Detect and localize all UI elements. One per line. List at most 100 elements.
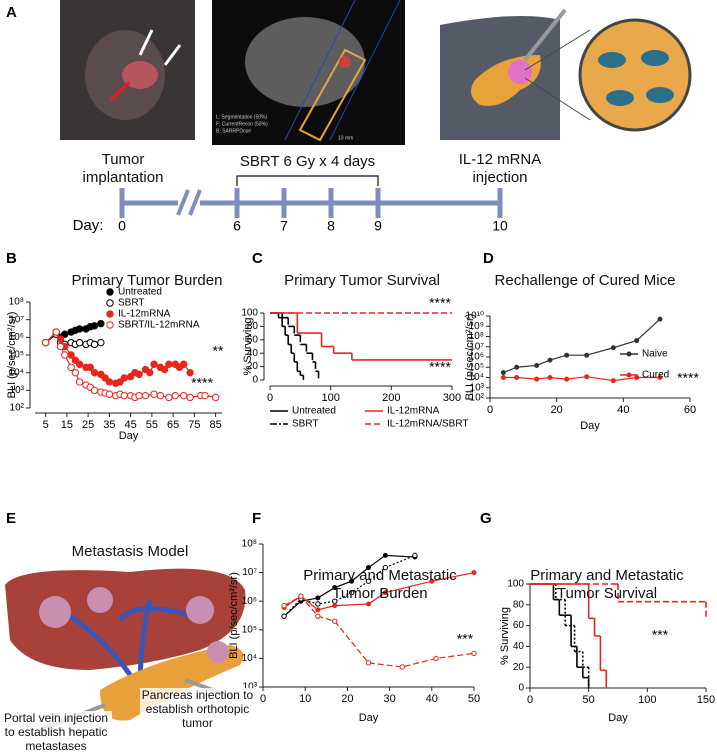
x-tick-label: 10	[299, 693, 311, 705]
x-tick-label: 40	[426, 693, 438, 705]
y-axis-label: % Surviving	[242, 317, 254, 375]
marker	[180, 391, 188, 400]
liver	[5, 568, 246, 670]
bracket	[236, 175, 379, 186]
x-tick-label: 30	[383, 693, 395, 705]
y-tick-label: 10⁹	[469, 321, 484, 332]
marker	[433, 655, 439, 662]
x-tick-label: 25	[82, 419, 94, 431]
marker	[471, 650, 477, 657]
marker	[120, 374, 128, 382]
x-tick-label: 100	[321, 392, 339, 404]
x-tick-label: 0	[527, 694, 533, 706]
y-tick-label: 20	[247, 361, 259, 372]
marker	[332, 603, 338, 609]
marker	[61, 351, 69, 359]
marker	[634, 375, 640, 380]
x-tick-label: 75	[188, 419, 200, 431]
marker	[120, 391, 128, 400]
ct-beam	[284, 0, 401, 141]
marker	[105, 390, 114, 398]
marker	[366, 601, 371, 607]
tumor	[508, 60, 532, 84]
marker	[534, 376, 540, 382]
series-line	[283, 554, 415, 617]
marker	[332, 618, 338, 624]
metastasis	[186, 596, 214, 624]
mrna	[606, 90, 634, 106]
marker	[365, 660, 372, 666]
day: 9	[374, 218, 382, 234]
marker	[135, 391, 143, 400]
y-tick-label: 60	[247, 334, 259, 345]
y-axis-label: % Surviving	[499, 607, 511, 665]
y-tick-label: 10²	[470, 393, 485, 404]
event-label: IL-12 mRNA injection	[458, 151, 542, 186]
marker	[135, 370, 143, 379]
marker	[564, 352, 570, 358]
marker	[67, 363, 75, 372]
marker	[412, 552, 418, 559]
marker	[514, 364, 520, 370]
marker	[41, 338, 50, 347]
x-tick-label: 0	[267, 392, 273, 404]
legend-label: Naive	[642, 349, 668, 360]
x-tick-label: 60	[684, 404, 696, 416]
x-tick-label: 15	[61, 419, 73, 431]
legend-label: Cured	[642, 370, 669, 381]
marker	[657, 316, 663, 322]
photo-detail	[122, 61, 158, 89]
x-tick-label: 35	[103, 419, 115, 431]
marker	[547, 357, 553, 363]
ct-tumor	[339, 56, 351, 68]
x-tick-label: 150	[697, 694, 715, 706]
marker	[348, 589, 355, 596]
marker	[165, 360, 173, 368]
timeline-break	[176, 189, 202, 216]
marker	[165, 393, 173, 402]
marker	[429, 578, 435, 584]
significance: ****	[429, 359, 451, 375]
x-axis-label: Day	[580, 420, 600, 432]
y-tick-label: 100	[507, 579, 524, 590]
legend-label: Untreated	[118, 287, 162, 298]
event-label: SBRT 6 Gy x 4 days	[239, 153, 376, 170]
y-axis-label: BLI (p/sec/cm²/sr)	[228, 572, 240, 659]
y-axis-label: BLI (p/sec/cm²/sr)	[464, 314, 476, 401]
y-tick-label: 10³	[243, 682, 258, 693]
y-tick-label: 10⁷	[9, 314, 24, 325]
x-tick-label: 50	[468, 693, 480, 705]
marker	[382, 564, 389, 571]
y-tick-label: 10³	[470, 382, 485, 393]
significance: ****	[191, 375, 213, 391]
marker	[610, 345, 616, 351]
marker	[186, 368, 194, 377]
x-tick-label: 20	[551, 404, 563, 416]
legend-marker	[626, 351, 632, 357]
panel-label: F	[252, 510, 262, 527]
marker	[211, 393, 220, 402]
marker	[657, 375, 663, 380]
x-tick-label: 85	[210, 419, 222, 431]
marker	[146, 368, 154, 377]
ct-scale: 10 mm	[338, 135, 353, 141]
marker	[160, 365, 169, 374]
y-tick-label: 10⁴	[9, 367, 24, 378]
legend-marker	[106, 288, 114, 296]
marker	[201, 391, 209, 400]
marker	[547, 375, 553, 380]
marker	[365, 578, 372, 584]
legend-label: IL-12mRNA	[387, 406, 440, 417]
metastasis	[87, 587, 113, 613]
y-tick-label: 0	[518, 683, 524, 694]
x-axis-label: Day	[359, 712, 379, 724]
x-tick-label: 300	[443, 392, 461, 404]
marker	[564, 376, 570, 382]
ct-legend: L: Segmentation (50%)	[216, 114, 267, 120]
marker	[315, 601, 321, 607]
marker	[315, 613, 321, 619]
marker	[90, 368, 99, 377]
y-tick-label: 10⁸	[469, 331, 484, 342]
x-tick-label: 5	[43, 419, 49, 431]
marker	[97, 319, 105, 328]
